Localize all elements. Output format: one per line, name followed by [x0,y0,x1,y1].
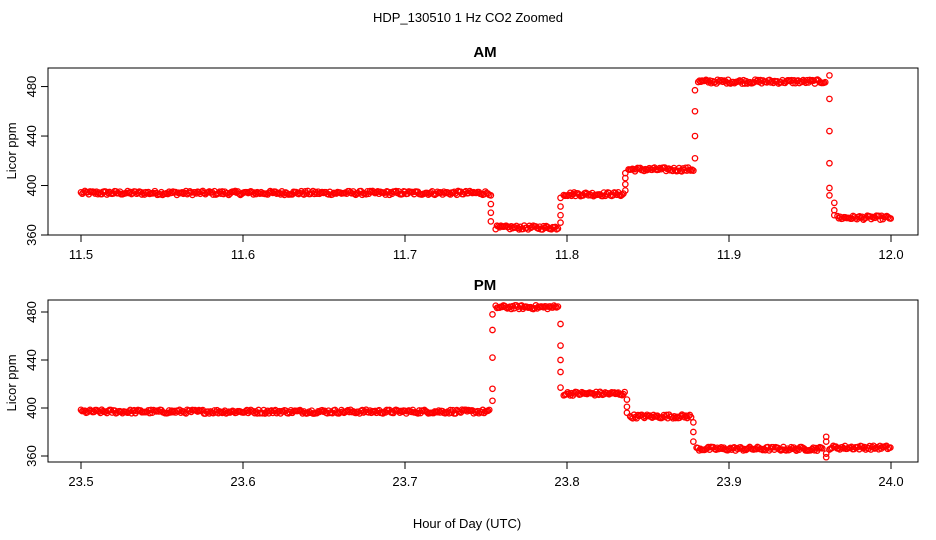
panel-am-title: AM [473,44,496,61]
x-tick-label: 12.0 [878,247,903,262]
data-point [621,388,629,396]
data-point [690,419,697,426]
data-point [718,77,725,84]
data-point [618,191,626,199]
x-tick-label: 23.8 [554,474,579,489]
panel-am: AM 11.5 11.6 11.7 11.8 11.9 12.0360400440480 … [4,44,919,262]
data-point [557,194,564,202]
y-tick-label: 440 [24,125,39,147]
panel-pm-ylabel: Licor ppm [4,354,19,411]
panel-pm: PM 23.5 23.6 23.7 23.8 23.9 24.0360400440480 … [4,277,919,489]
data-point [623,409,631,417]
x-tick-label: 11.9 [717,247,741,262]
data-point [623,403,631,411]
data-point [94,190,102,198]
x-tick-label: 11.8 [555,247,579,262]
x-tick-label: 11.6 [231,247,255,262]
data-point [687,413,695,421]
data-point [557,219,564,226]
x-tick-label: 11.7 [393,247,417,262]
data-point [623,396,631,403]
data-point [826,95,833,103]
data-point [557,211,564,219]
data-point [826,72,833,79]
x-tick-label: 11.5 [69,247,93,262]
y-tick-label: 480 [24,301,39,323]
data-point [822,450,830,457]
data-point [557,384,564,391]
data-point [621,187,629,194]
data-point [691,132,699,140]
data-point [489,397,496,405]
data-points [77,302,894,461]
data-point [489,385,496,393]
plot-frame [47,67,919,236]
data-point [690,438,697,445]
data-point [621,180,629,188]
data-point [489,354,496,361]
data-point [887,215,895,222]
data-point [886,444,894,451]
panel-pm-title: PM [474,277,497,294]
data-point [259,409,266,417]
data-point [487,192,495,199]
data-point [821,78,829,86]
y-tick-label: 400 [24,175,39,197]
data-point [554,303,562,310]
figure-xlabel: Hour of Day (UTC) [413,516,521,531]
panel-pm-plot: 23.5 23.6 23.7 23.8 23.9 24.0 360 400 440 480 [24,299,919,489]
y-tick-label: 360 [24,445,39,467]
y-tick-label: 360 [24,224,39,246]
figure-title: HDP_130510 1 Hz CO2 Zoomed [373,10,563,25]
data-point [826,127,833,135]
data-point [690,167,697,174]
data-point [830,199,838,207]
data-point [557,368,564,376]
data-point [826,159,833,167]
data-point [691,154,699,162]
panel-am-ylabel: Licor ppm [4,122,19,179]
data-point [557,342,564,349]
data-point [487,200,495,208]
data-point [822,438,830,445]
panel-am-plot: 11.5 11.6 11.7 11.8 11.9 12.0 360 400 440 480 [24,67,919,262]
data-point [826,184,833,192]
y-tick-label: 440 [24,349,39,371]
y-tick-label: 480 [24,76,39,98]
x-tick-label: 23.7 [392,474,417,489]
data-point [691,86,699,94]
data-point [557,356,564,364]
data-point [691,107,699,115]
data-point [485,406,493,414]
x-tick-label: 24.0 [878,474,903,489]
data-point [818,444,826,452]
data-point [621,169,629,177]
data-point [489,311,496,318]
plot-frame [47,299,919,463]
data-point [826,192,833,199]
data-point [822,453,830,461]
data-point [554,225,562,232]
x-tick-label: 23.6 [230,474,255,489]
y-tick-label: 400 [24,397,39,419]
data-point [557,320,564,328]
data-point [830,211,838,219]
x-tick-label: 23.9 [716,474,741,489]
data-points [77,72,895,233]
data-point [487,209,495,217]
x-tick-label: 23.5 [68,474,93,489]
data-point [489,326,496,334]
data-point [690,428,697,436]
data-point [434,188,441,196]
data-point [726,444,734,452]
data-point [419,407,427,415]
data-point [487,218,495,225]
data-point [557,203,564,210]
